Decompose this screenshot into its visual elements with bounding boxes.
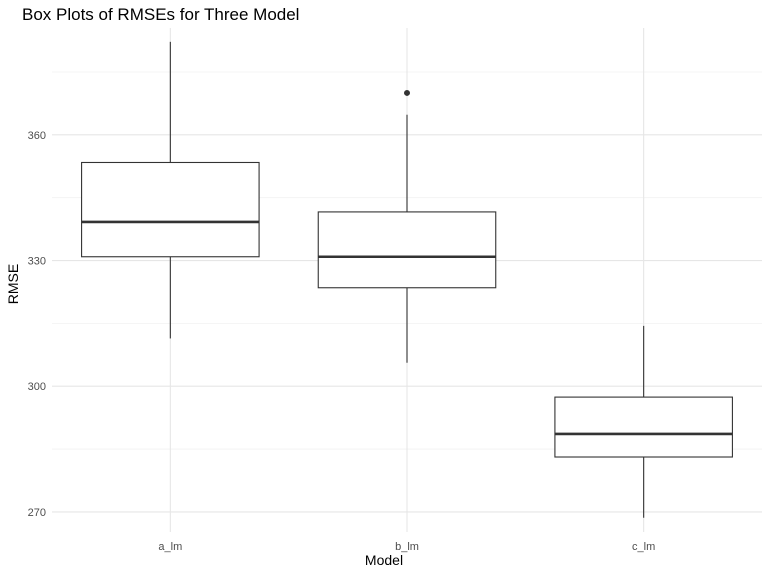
x-tick-label: a_lm	[158, 541, 182, 553]
box-a_lm	[81, 41, 260, 339]
iqr-box	[554, 396, 733, 458]
boxes	[81, 41, 733, 518]
iqr-box	[317, 211, 497, 289]
y-tick-labels: 270 300 330 360	[28, 130, 46, 519]
x-tick-label: b_lm	[395, 541, 419, 553]
y-tick-label: 300	[28, 381, 46, 393]
y-axis-label: RMSE	[5, 263, 21, 305]
iqr-box	[81, 161, 260, 258]
outlier-point	[404, 89, 410, 96]
y-tick-label: 330	[28, 256, 46, 268]
chart-title: Box Plots of RMSEs for Three Model	[22, 5, 300, 24]
x-axis-label: Model	[364, 552, 404, 568]
box-c_lm	[554, 325, 733, 518]
x-tick-labels: a_lm b_lm c_lm	[158, 541, 655, 553]
box-b_lm	[317, 89, 497, 363]
x-tick-label: c_lm	[632, 541, 655, 553]
y-tick-label: 360	[28, 130, 46, 142]
y-tick-label: 270	[28, 507, 46, 519]
